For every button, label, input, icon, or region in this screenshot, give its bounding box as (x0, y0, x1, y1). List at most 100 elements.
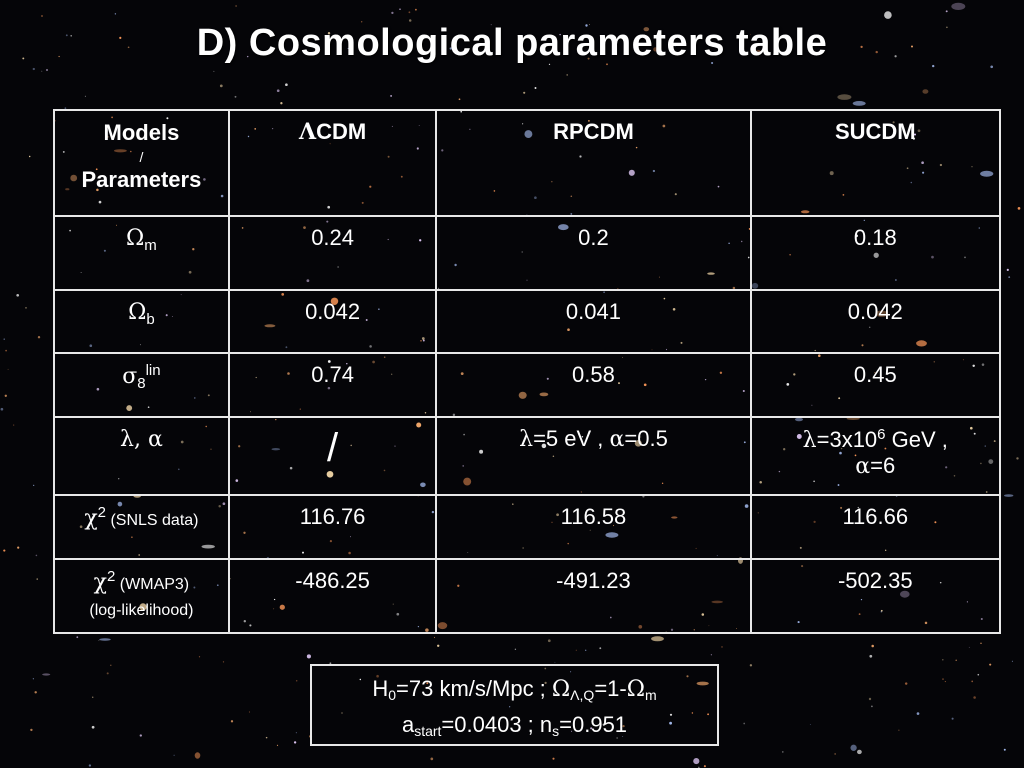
star (3, 338, 5, 340)
star (973, 696, 976, 699)
omega-m-symbol: Ω (626, 677, 645, 702)
star (523, 91, 526, 94)
row-label-sigma8: σ8lin (53, 352, 230, 418)
lambda-value: =5 eV , (533, 426, 610, 451)
star (869, 654, 873, 658)
omega-m-subscript: m (644, 687, 657, 703)
footnote-line2: astart=0.0403 ; ns=0.951 (312, 710, 717, 746)
star (222, 661, 225, 663)
star (750, 33, 751, 35)
cell-value: 0.45 (749, 352, 1002, 418)
alpha-value: =6 (870, 453, 896, 478)
star (570, 671, 572, 673)
footnote-box: H0=73 km/s/Mpc ; ΩΛ,Q=1-Ωm astart=0.0403… (310, 664, 719, 746)
galaxy (751, 49, 762, 55)
table-row: λ, α / λ=5 eV , α=0.5 λ=3x106 GeV , α=6 (53, 416, 1002, 496)
cell-value: λ=5 eV , α=0.5 (435, 416, 752, 496)
column-header-sucdm: SUCDM (749, 109, 1002, 217)
column-header-rpcdm: RPCDM (435, 109, 752, 217)
galaxy (922, 89, 929, 94)
star (276, 744, 279, 747)
star (711, 61, 714, 65)
lambda-symbol: λ (802, 428, 817, 453)
star (585, 24, 588, 27)
star (5, 349, 7, 352)
star (235, 5, 237, 7)
row-label-omega-m: Ωm (53, 215, 230, 291)
table-header-row: Models / Parameters ΛCDM RPCDM SUCDM (53, 109, 1002, 217)
star (602, 723, 605, 726)
star (710, 654, 713, 656)
star (3, 549, 6, 552)
star (971, 680, 974, 683)
star (16, 293, 20, 297)
lambda-value: =3x10 (816, 427, 878, 452)
star (554, 661, 556, 663)
star (276, 89, 280, 93)
star (76, 636, 79, 639)
star (509, 706, 511, 708)
label-text: (SNLS data) (106, 512, 199, 529)
star (990, 65, 994, 69)
star (686, 675, 689, 678)
star (1006, 268, 1009, 272)
lcdm-label: CDM (316, 119, 367, 144)
star (590, 727, 593, 730)
star (34, 691, 37, 694)
cell-value: 0.24 (227, 215, 438, 291)
star (942, 658, 944, 661)
star (1008, 276, 1011, 278)
lambda-unit: GeV , (885, 427, 948, 452)
star (213, 70, 215, 72)
star (951, 717, 954, 720)
star (35, 554, 38, 557)
star (587, 57, 590, 60)
h0-value: =73 km/s/Mpc ; (396, 676, 552, 701)
star (347, 47, 349, 50)
star (37, 336, 41, 339)
table-row: χ2 (SNLS data) 116.76 116.58 116.66 (53, 494, 1002, 560)
star (589, 24, 590, 26)
a-value: =0.0403 (441, 712, 528, 737)
star (1017, 207, 1021, 210)
star (30, 728, 33, 732)
label-subscript: b (146, 311, 155, 328)
star (265, 736, 268, 739)
header-slash: / (139, 148, 144, 165)
cell-value: 0.041 (435, 289, 752, 354)
star (622, 735, 624, 737)
star (585, 649, 587, 651)
star (234, 95, 237, 98)
star (781, 751, 784, 753)
star (127, 46, 130, 49)
star (449, 47, 452, 50)
footnote-line1: H0=73 km/s/Mpc ; ΩΛ,Q=1-Ωm (312, 674, 717, 710)
star (119, 36, 122, 39)
galaxy (42, 673, 51, 676)
star (430, 757, 434, 761)
row-label-lambda-alpha: λ, α (53, 416, 230, 496)
star (490, 24, 492, 26)
star (743, 722, 746, 725)
h0-letter: H (372, 676, 389, 701)
star (1003, 748, 1006, 751)
star (571, 730, 573, 732)
ns-value: =0.951 (559, 712, 628, 737)
row-label-chi2-snls: χ2 (SNLS data) (53, 494, 230, 560)
star (575, 649, 577, 651)
star (13, 424, 15, 426)
star (359, 678, 362, 681)
star (408, 11, 411, 14)
star (41, 70, 43, 72)
star (946, 26, 948, 29)
star (293, 741, 297, 744)
star (173, 754, 175, 756)
ns-subscript: s (552, 723, 560, 739)
star (599, 647, 602, 650)
star (566, 74, 569, 76)
star (17, 546, 20, 549)
star (399, 8, 401, 11)
star (977, 673, 980, 676)
star (327, 32, 331, 35)
star (559, 33, 561, 36)
